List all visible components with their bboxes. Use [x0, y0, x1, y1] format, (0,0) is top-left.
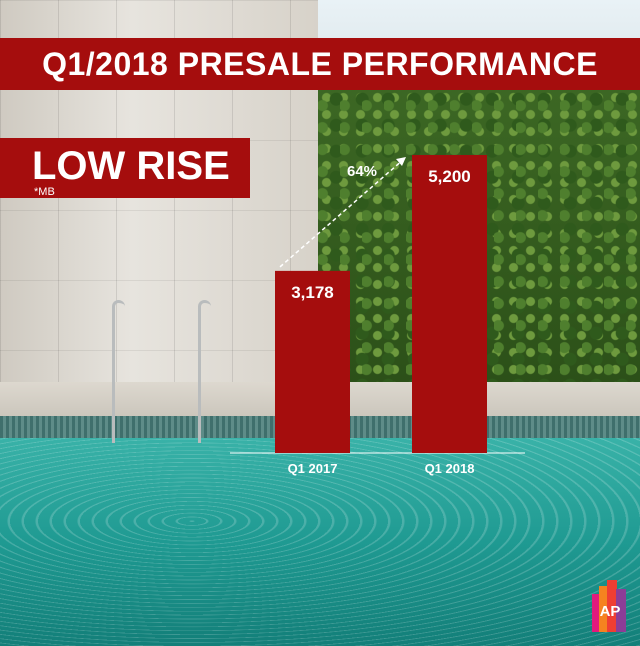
svg-text:AP: AP [600, 603, 621, 620]
bar-value-label: 3,178 [291, 283, 334, 302]
pool-ladder-right-rail [198, 300, 211, 443]
chart-subtitle: LOW RISE [32, 144, 230, 188]
title-banner [0, 38, 640, 90]
pool-ladder-left-rail [112, 300, 125, 443]
bar-q1-2017 [275, 270, 350, 453]
page-title: Q1/2018 PRESALE PERFORMANCE [42, 46, 598, 82]
subtitle-banner [0, 138, 250, 198]
growth-arrow-line [279, 158, 405, 268]
category-label: Q1 2018 [425, 461, 475, 476]
growth-arrow-head [396, 157, 406, 166]
bar-q1-2018 [412, 155, 487, 453]
category-label: Q1 2017 [288, 461, 338, 476]
pool-water [0, 438, 640, 646]
unit-label: *MB [34, 186, 55, 198]
bar-value-label: 5,200 [428, 167, 471, 186]
brand-logo: AP [592, 580, 626, 632]
growth-annotation: 64% [347, 163, 377, 180]
